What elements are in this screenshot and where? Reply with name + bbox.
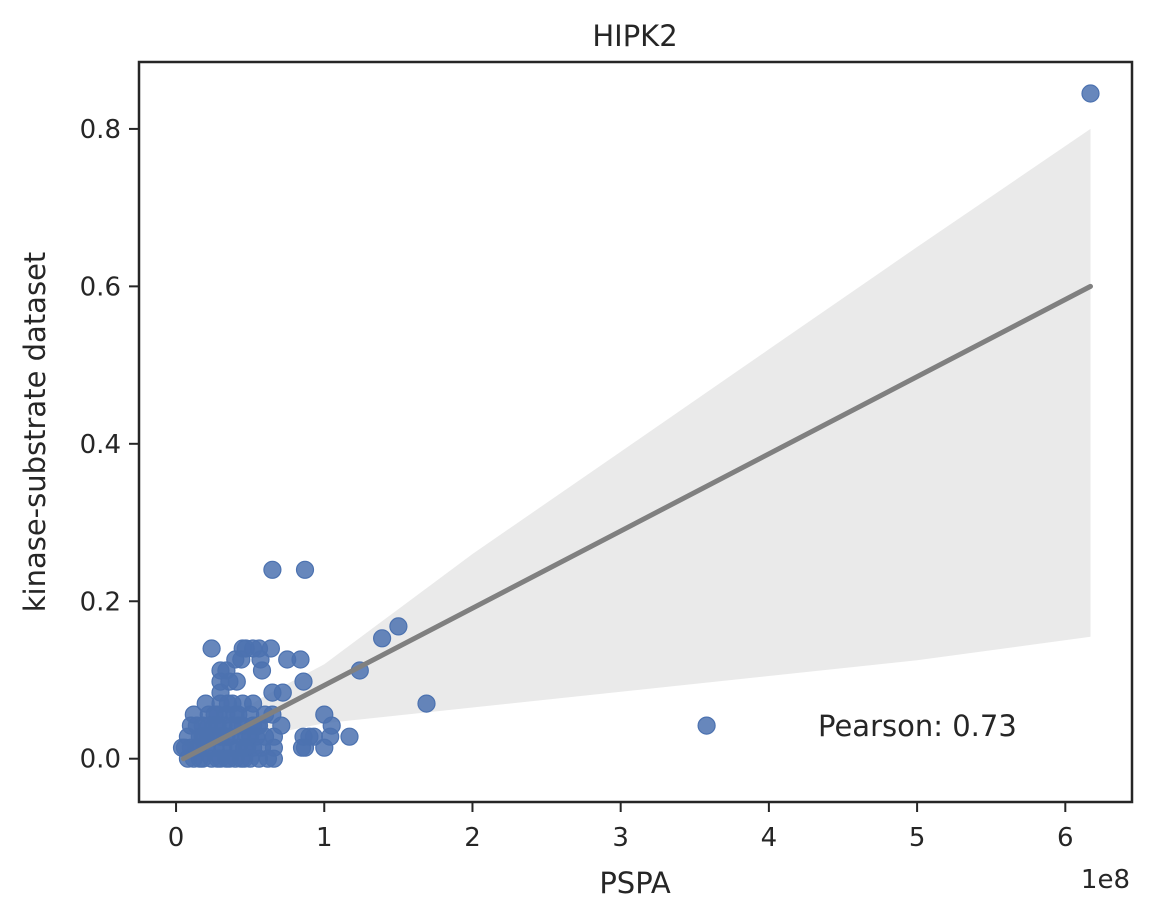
data-point (235, 738, 254, 757)
axes-frame (137, 60, 1134, 804)
x-axis-ticks: 0 1 2 3 4 5 6 (168, 802, 1074, 853)
data-point (315, 705, 334, 724)
x-tick-label: 2 (464, 823, 481, 853)
x-tick-label: 0 (168, 823, 185, 853)
data-point (389, 617, 408, 636)
data-point (263, 683, 282, 702)
data-point (294, 672, 313, 691)
regression-confidence-band (183, 128, 1091, 767)
x-tick-label: 4 (761, 823, 778, 853)
data-point (258, 749, 277, 768)
y-axis-label: kinase-substrate dataset (18, 252, 52, 613)
data-point (278, 650, 297, 669)
data-point (295, 560, 315, 579)
x-tick-label: 1 (316, 823, 333, 853)
y-tick-label: 0.6 (80, 272, 121, 302)
data-point (1081, 84, 1100, 103)
data-point (373, 629, 392, 648)
x-tick-label: 5 (909, 823, 926, 853)
data-point (263, 560, 282, 579)
y-tick-label: 0.0 (80, 745, 121, 775)
chart-title: HIPK2 (592, 19, 677, 53)
regression-line (180, 283, 1094, 762)
x-axis-offset-label: 1e8 (1081, 865, 1130, 895)
x-axis-label: PSPA (599, 866, 671, 900)
data-point (193, 727, 212, 746)
x-tick-label: 3 (612, 823, 629, 853)
pearson-annotation: Pearson: 0.73 (818, 709, 1017, 743)
y-axis-ticks: 0.0 0.2 0.4 0.6 0.8 (80, 115, 139, 775)
data-point (340, 727, 359, 746)
y-tick-label: 0.8 (80, 115, 121, 145)
data-point (417, 694, 436, 713)
data-point (211, 694, 230, 713)
data-point (294, 727, 313, 746)
plot-area (172, 84, 1100, 768)
data-point (202, 639, 221, 658)
y-tick-label: 0.2 (80, 587, 121, 617)
data-point (252, 661, 272, 680)
data-point (315, 738, 334, 757)
data-point (697, 716, 716, 735)
y-tick-label: 0.4 (80, 430, 121, 460)
x-tick-label: 6 (1057, 823, 1074, 853)
